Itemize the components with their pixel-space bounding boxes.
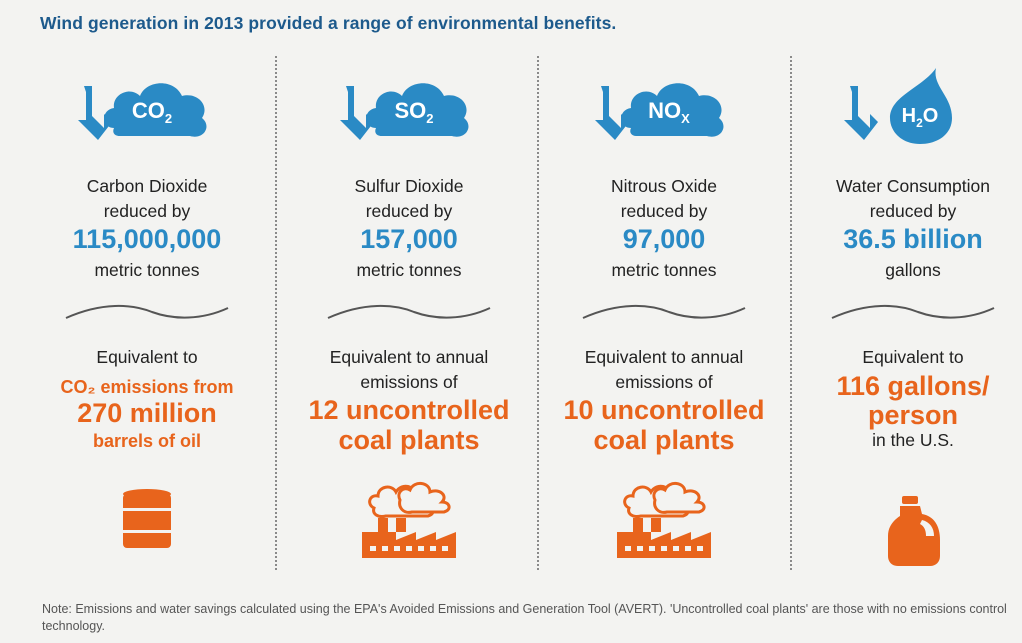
svg-text:H2O: H2O [902,105,939,130]
column-divider [790,56,792,570]
equivalent-highlight-number: 270 million [77,398,217,428]
reduction-value: 115,000,000 [72,224,222,254]
wave-divider [327,305,491,319]
column-sulfur-dioxide: SO2 Sulfur Dioxide reduced by 157,000 me… [282,58,536,570]
equivalent-label: Equivalent to annual [584,347,744,367]
label-reduced-by: reduced by [365,201,453,221]
equivalent-label: Equivalent to [862,347,964,367]
svg-text:SO2: SO2 [394,98,433,126]
column-carbon-dioxide: CO2 Carbon Dioxide reduced by 115,000,00… [20,58,274,570]
column-divider [537,56,539,570]
equivalent-highlight-line: barrels of oil [92,431,202,451]
reduction-unit: gallons [885,260,941,280]
reduction-unit: metric tonnes [356,260,462,280]
svg-text:CO2: CO2 [132,98,172,126]
equivalent-highlight-line: coal plants [593,425,735,455]
equivalent-highlight-number: 10 uncontrolled [563,395,765,425]
reduction-value: 97,000 [622,224,706,254]
svg-text:NOX: NOX [648,98,690,126]
reduction-unit: metric tonnes [94,260,200,280]
footnote: Note: Emissions and water savings calcul… [42,602,1007,633]
label-reduced-by: reduced by [103,201,191,221]
equivalent-label: Equivalent to annual [329,347,489,367]
label-reduced-by: reduced by [620,201,708,221]
column-divider [275,56,277,570]
co2-cloud-down-arrow-icon: CO2 [78,83,207,140]
equivalent-highlight-line: person [867,400,959,430]
equivalent-label: in the U.S. [872,430,954,450]
water-drop-down-arrow-icon: H2O [844,68,952,144]
equivalent-label: Equivalent to [96,347,198,367]
equivalent-highlight-line: coal plants [338,425,480,455]
factory-icon [362,482,456,558]
label-gas-name: Sulfur Dioxide [354,176,464,196]
equivalent-label: emissions of [360,372,458,392]
nox-cloud-down-arrow-icon: NOX [595,83,724,140]
factory-icon [617,482,711,558]
label-gas-name: Carbon Dioxide [86,176,208,196]
headline: Wind generation in 2013 provided a range… [40,13,617,33]
equivalent-highlight-number: 116 gallons/ [836,371,990,401]
so2-cloud-down-arrow-icon: SO2 [340,83,469,140]
wave-divider [582,305,746,319]
oil-barrel-icon [123,489,171,548]
milk-jug-icon [888,496,940,566]
equivalent-highlight-number: 12 uncontrolled [308,395,510,425]
label-gas-name: Water Consumption [836,176,990,196]
column-water-consumption: H2O Water Consumption reduced by 36.5 bi… [786,58,1022,570]
reduction-value: 36.5 billion [843,224,983,254]
wave-divider [831,305,995,319]
label-reduced-by: reduced by [869,201,957,221]
wave-divider [65,305,229,319]
equivalent-highlight-line: CO₂ emissions from [60,377,234,397]
reduction-unit: metric tonnes [611,260,717,280]
column-nitrous-oxide: NOX Nitrous Oxide reduced by 97,000 metr… [537,58,791,570]
label-gas-name: Nitrous Oxide [610,176,717,196]
equivalent-label: emissions of [615,372,713,392]
reduction-value: 157,000 [360,224,458,254]
